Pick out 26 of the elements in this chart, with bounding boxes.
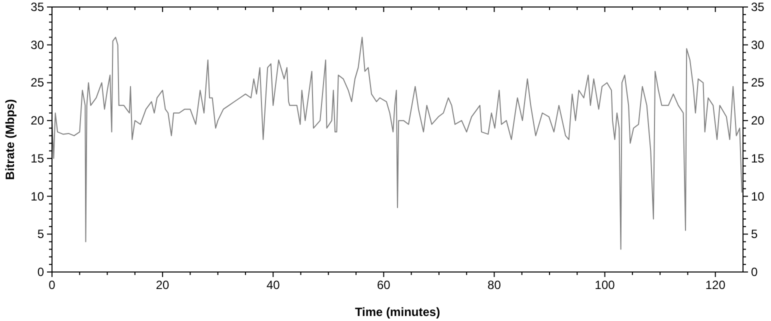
x-tick-label: 20 [156, 278, 170, 292]
y2-tick-label: 5 [751, 227, 758, 242]
y2-tick-label: 20 [751, 114, 765, 128]
y-tick-label: 20 [30, 114, 44, 128]
y-tick-label: 5 [37, 227, 44, 242]
y-tick-label: 15 [30, 151, 44, 166]
y2-tick-label: 25 [751, 76, 765, 90]
x-tick-label: 120 [705, 278, 726, 292]
x-axis-title: Time (minutes) [354, 305, 440, 319]
y-tick-label: 30 [30, 38, 44, 52]
y-tick-label: 0 [37, 265, 44, 279]
y2-tick-label: 15 [751, 151, 765, 166]
y-tick-label: 25 [30, 76, 44, 90]
x-tick-label: 100 [594, 278, 616, 292]
x-tick-label: 40 [266, 278, 280, 292]
y-tick-label: 10 [30, 189, 44, 204]
y2-tick-label: 30 [751, 38, 765, 52]
y2-tick-label: 0 [751, 265, 758, 279]
x-tick-label: 80 [488, 278, 502, 292]
y-axis-title: Bitrate (Mbps) [3, 99, 17, 180]
x-tick-label: 0 [48, 278, 56, 292]
y-tick-label: 35 [30, 0, 44, 14]
line-series [52, 36, 742, 250]
y2-tick-label: 35 [751, 0, 765, 14]
x-tick-label: 60 [377, 278, 391, 292]
y2-tick-label: 10 [751, 189, 765, 204]
